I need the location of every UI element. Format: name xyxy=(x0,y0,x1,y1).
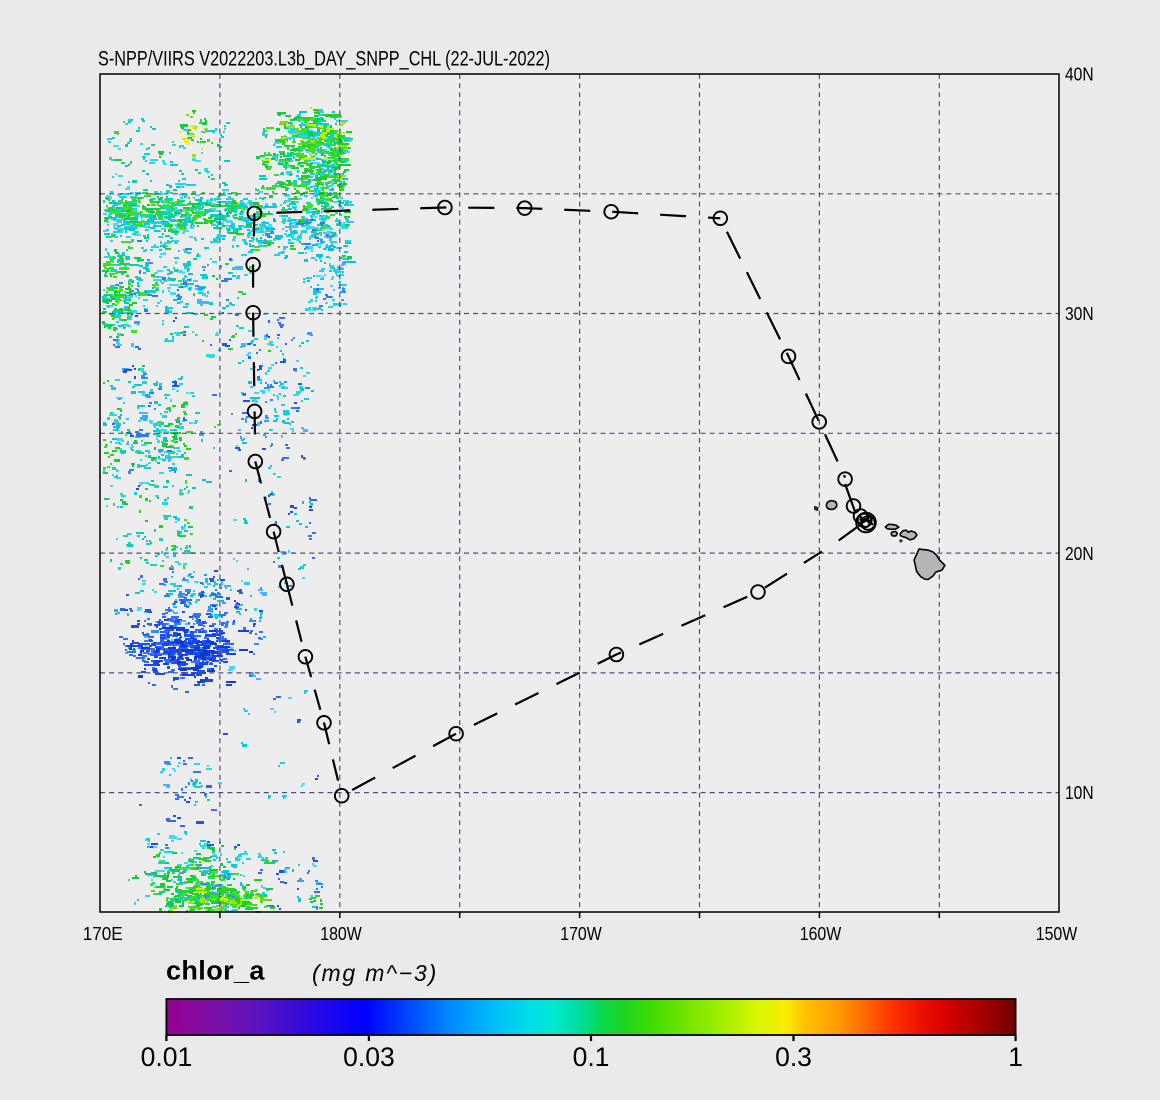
svg-text:30N: 30N xyxy=(1065,303,1094,324)
svg-text:chlor_a: chlor_a xyxy=(166,956,265,986)
svg-text:160W: 160W xyxy=(800,923,842,944)
svg-text:150W: 150W xyxy=(1036,923,1078,944)
svg-text:1: 1 xyxy=(1008,1042,1023,1072)
svg-text:0.1: 0.1 xyxy=(573,1042,610,1072)
svg-text:0.3: 0.3 xyxy=(775,1042,812,1072)
svg-text:20N: 20N xyxy=(1065,543,1094,564)
svg-text:0.01: 0.01 xyxy=(141,1042,193,1072)
svg-text:40N: 40N xyxy=(1065,63,1094,84)
svg-text:180W: 180W xyxy=(320,923,362,944)
svg-text:0.03: 0.03 xyxy=(343,1042,395,1072)
svg-text:10N: 10N xyxy=(1065,782,1094,803)
svg-text:170E: 170E xyxy=(83,923,123,944)
svg-text:S-NPP/VIIRS V2022203.L3b_DAY_S: S-NPP/VIIRS V2022203.L3b_DAY_SNPP_CHL (2… xyxy=(98,46,550,70)
svg-text:170W: 170W xyxy=(560,923,602,944)
svg-text:(mg m^−3): (mg m^−3) xyxy=(312,960,438,986)
